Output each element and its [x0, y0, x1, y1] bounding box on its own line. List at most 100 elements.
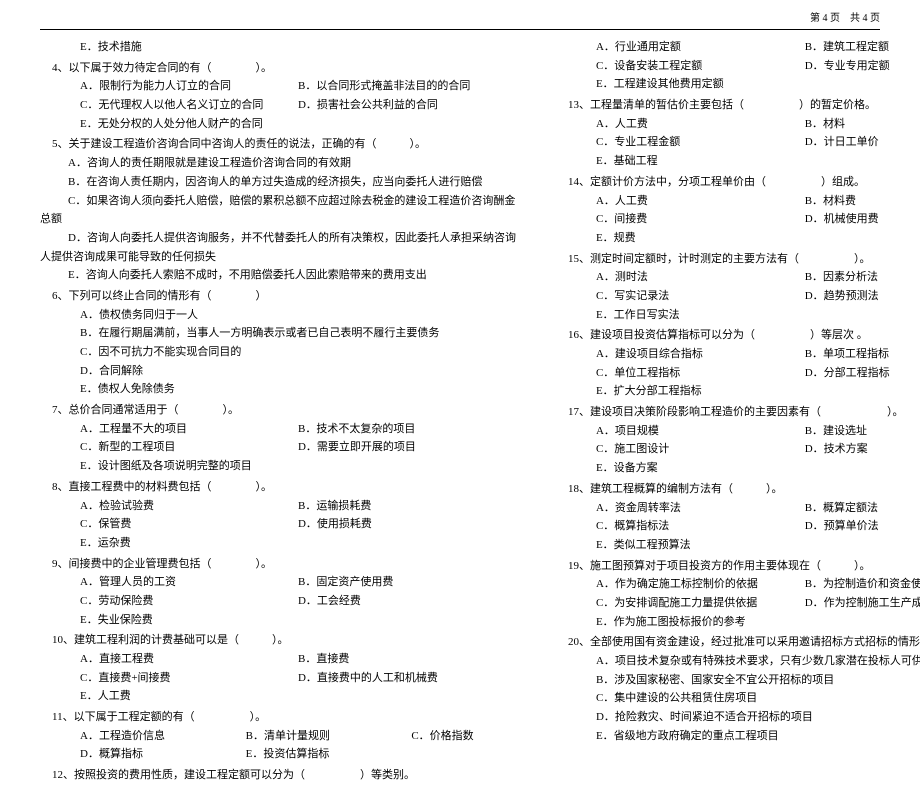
q10-e: E．人工费: [40, 687, 516, 706]
q19-e: E．作为施工图投标报价的参考: [556, 613, 920, 632]
q19-a: A．作为确定施工标控制价的依据: [596, 575, 805, 594]
q18-c: C．概算指标法: [596, 517, 805, 536]
q19-c: C．为安排调配施工力量提供依据: [596, 594, 805, 613]
q7-b: B．技术不太复杂的项目: [298, 420, 516, 439]
q8-b: B．运输损耗费: [298, 497, 516, 516]
q4-a: A．限制行为能力人订立的合同: [80, 77, 298, 96]
q11-a: A．工程造价信息: [80, 727, 246, 746]
q17-a: A．项目规模: [596, 422, 805, 441]
q18-a: A．资金周转率法: [596, 499, 805, 518]
r12-c: C．设备安装工程定额: [596, 57, 805, 76]
q19: 19、施工图预算对于项目投资方的作用主要体现在（ ）。: [556, 557, 920, 576]
q8-a: A．检验试验费: [80, 497, 298, 516]
q6-e: E．债权人免除债务: [40, 380, 516, 399]
q17-e: E．设备方案: [556, 459, 920, 478]
q4-d: D．损害社会公共利益的合同: [298, 96, 516, 115]
q8-e: E．运杂费: [40, 534, 516, 553]
q14-c: C．间接费: [596, 210, 805, 229]
q10: 10、建筑工程利润的计费基础可以是（ ）。: [40, 631, 516, 650]
q15: 15、测定时间定额时，计时测定的主要方法有（ ）。: [556, 250, 920, 269]
q11-e: E．投资估算指标: [246, 745, 516, 764]
q5-d2: 人提供咨询成果可能导致的任何损失: [40, 248, 516, 267]
q19-d: D．作为控制施工生产成本的依据之一: [805, 594, 920, 613]
q11-b: B．清单计量规则: [246, 727, 412, 746]
q9: 9、间接费中的企业管理费包括（ ）。: [40, 555, 516, 574]
q14-b: B．材料费: [805, 192, 920, 211]
q20-d: D．抢险救灾、时间紧迫不适合开招标的项目: [556, 708, 920, 727]
q19-b: B．为控制造价和资金使用提供依据: [805, 575, 920, 594]
q17-c: C．施工图设计: [596, 440, 805, 459]
q4-c: C．无代理权人以他人名义订立的合同: [80, 96, 298, 115]
q10-c: C．直接费+间接费: [80, 669, 298, 688]
page-header: 第 4 页 共 4 页: [40, 10, 880, 30]
q18-d: D．预算单价法: [805, 517, 920, 536]
q17-b: B．建设选址: [805, 422, 920, 441]
q13-b: B．材料: [805, 115, 920, 134]
r12-a: A．行业通用定额: [596, 38, 805, 57]
q13-e: E．基础工程: [556, 152, 920, 171]
q14-a: A．人工费: [596, 192, 805, 211]
q9-d: D．工会经费: [298, 592, 516, 611]
q11-d: D．概算指标: [80, 745, 246, 764]
q9-a: A．管理人员的工资: [80, 573, 298, 592]
q13-a: A．人工费: [596, 115, 805, 134]
q15-a: A．测时法: [596, 268, 805, 287]
q9-c: C．劳动保险费: [80, 592, 298, 611]
q13: 13、工程量清单的暂估价主要包括（ ）的暂定价格。: [556, 96, 920, 115]
q18-b: B．概算定额法: [805, 499, 920, 518]
q7-c: C．新型的工程项目: [80, 438, 298, 457]
q7-a: A．工程量不大的项目: [80, 420, 298, 439]
q6-b: B．在履行期届满前，当事人一方明确表示或者已自己表明不履行主要债务: [40, 324, 516, 343]
right-column: A．行业通用定额B．建筑工程定额 C．设备安装工程定额D．专业专用定额 E．工程…: [556, 38, 920, 785]
q20-a: A．项目技术复杂或有特殊技术要求，只有少数几家潜在投标人可供选择: [556, 652, 920, 671]
q15-b: B．因素分析法: [805, 268, 920, 287]
q5-d1: D．咨询人向委托人提供咨询服务，并不代替委托人的所有决策权，因此委托人承担采纳咨…: [40, 229, 516, 248]
q20-b: B．涉及国家秘密、国家安全不宜公开招标的项目: [556, 671, 920, 690]
q11: 11、以下属于工程定额的有（ ）。: [40, 708, 516, 727]
q7-d: D．需要立即开展的项目: [298, 438, 516, 457]
q16: 16、建设项目投资估算指标可以分为（ ）等层次 。: [556, 326, 920, 345]
q20: 20、全部使用国有资金建设，经过批准可以采用邀请招标方式招标的情形有（ ）。: [556, 633, 920, 652]
q7: 7、总价合同通常适用于（ ）。: [40, 401, 516, 420]
q4: 4、以下属于效力待定合同的有（ ）。: [40, 59, 516, 78]
q10-b: B．直接费: [298, 650, 516, 669]
r12-b: B．建筑工程定额: [805, 38, 920, 57]
q6: 6、下列可以终止合同的情形有（ ）: [40, 287, 516, 306]
q9-b: B．固定资产使用费: [298, 573, 516, 592]
q6-d: D．合同解除: [40, 362, 516, 381]
q15-d: D．趋势预测法: [805, 287, 920, 306]
q12: 12、按照投资的费用性质，建设工程定额可以分为（ ）等类别。: [40, 766, 516, 785]
q18: 18、建筑工程概算的编制方法有（ ）。: [556, 480, 920, 499]
r12-e: E．工程建设其他费用定额: [556, 75, 920, 94]
q8: 8、直接工程费中的材料费包括（ ）。: [40, 478, 516, 497]
q17: 17、建设项目决策阶段影响工程造价的主要因素有（ ）。: [556, 403, 920, 422]
q6-a: A．债权债务同归于一人: [40, 306, 516, 325]
q5-c2: 总额: [40, 210, 516, 229]
q4-e: E．无处分权的人处分他人财产的合同: [40, 115, 516, 134]
r12-d: D．专业专用定额: [805, 57, 920, 76]
q9-e: E．失业保险费: [40, 611, 516, 630]
q-prev-e: E．技术措施: [40, 38, 516, 57]
q14-d: D．机械使用费: [805, 210, 920, 229]
q8-c: C．保管费: [80, 515, 298, 534]
q15-e: E．工作日写实法: [556, 306, 920, 325]
q5-e: E．咨询人向委托人索赔不成时，不用赔偿委托人因此索赔带来的费用支出: [40, 266, 516, 285]
q18-e: E．类似工程预算法: [556, 536, 920, 555]
q10-a: A．直接工程费: [80, 650, 298, 669]
q5-b: B．在咨询人责任期内，因咨询人的单方过失造成的经济损失，应当向委托人进行赔偿: [40, 173, 516, 192]
q16-b: B．单项工程指标: [805, 345, 920, 364]
q16-c: C．单位工程指标: [596, 364, 805, 383]
q17-d: D．技术方案: [805, 440, 920, 459]
q13-c: C．专业工程金额: [596, 133, 805, 152]
q14: 14、定额计价方法中，分项工程单价由（ ）组成。: [556, 173, 920, 192]
q5: 5、关于建设工程造价咨询合同中咨询人的责任的说法，正确的有（ ）。: [40, 135, 516, 154]
q4-b: B．以合同形式掩盖非法目的的合同: [298, 77, 516, 96]
left-column: E．技术措施 4、以下属于效力待定合同的有（ ）。 A．限制行为能力人订立的合同…: [40, 38, 516, 785]
q5-a: A．咨询人的责任期限就是建设工程造价咨询合同的有效期: [40, 154, 516, 173]
q16-a: A．建设项目综合指标: [596, 345, 805, 364]
q10-d: D．直接费中的人工和机械费: [298, 669, 516, 688]
q14-e: E．规费: [556, 229, 920, 248]
q5-c1: C．如果咨询人须向委托人赔偿，赔偿的累积总额不应超过除去税金的建设工程造价咨询酬…: [40, 192, 516, 211]
q6-c: C．因不可抗力不能实现合同目的: [40, 343, 516, 362]
q7-e: E．设计图纸及各项说明完整的项目: [40, 457, 516, 476]
